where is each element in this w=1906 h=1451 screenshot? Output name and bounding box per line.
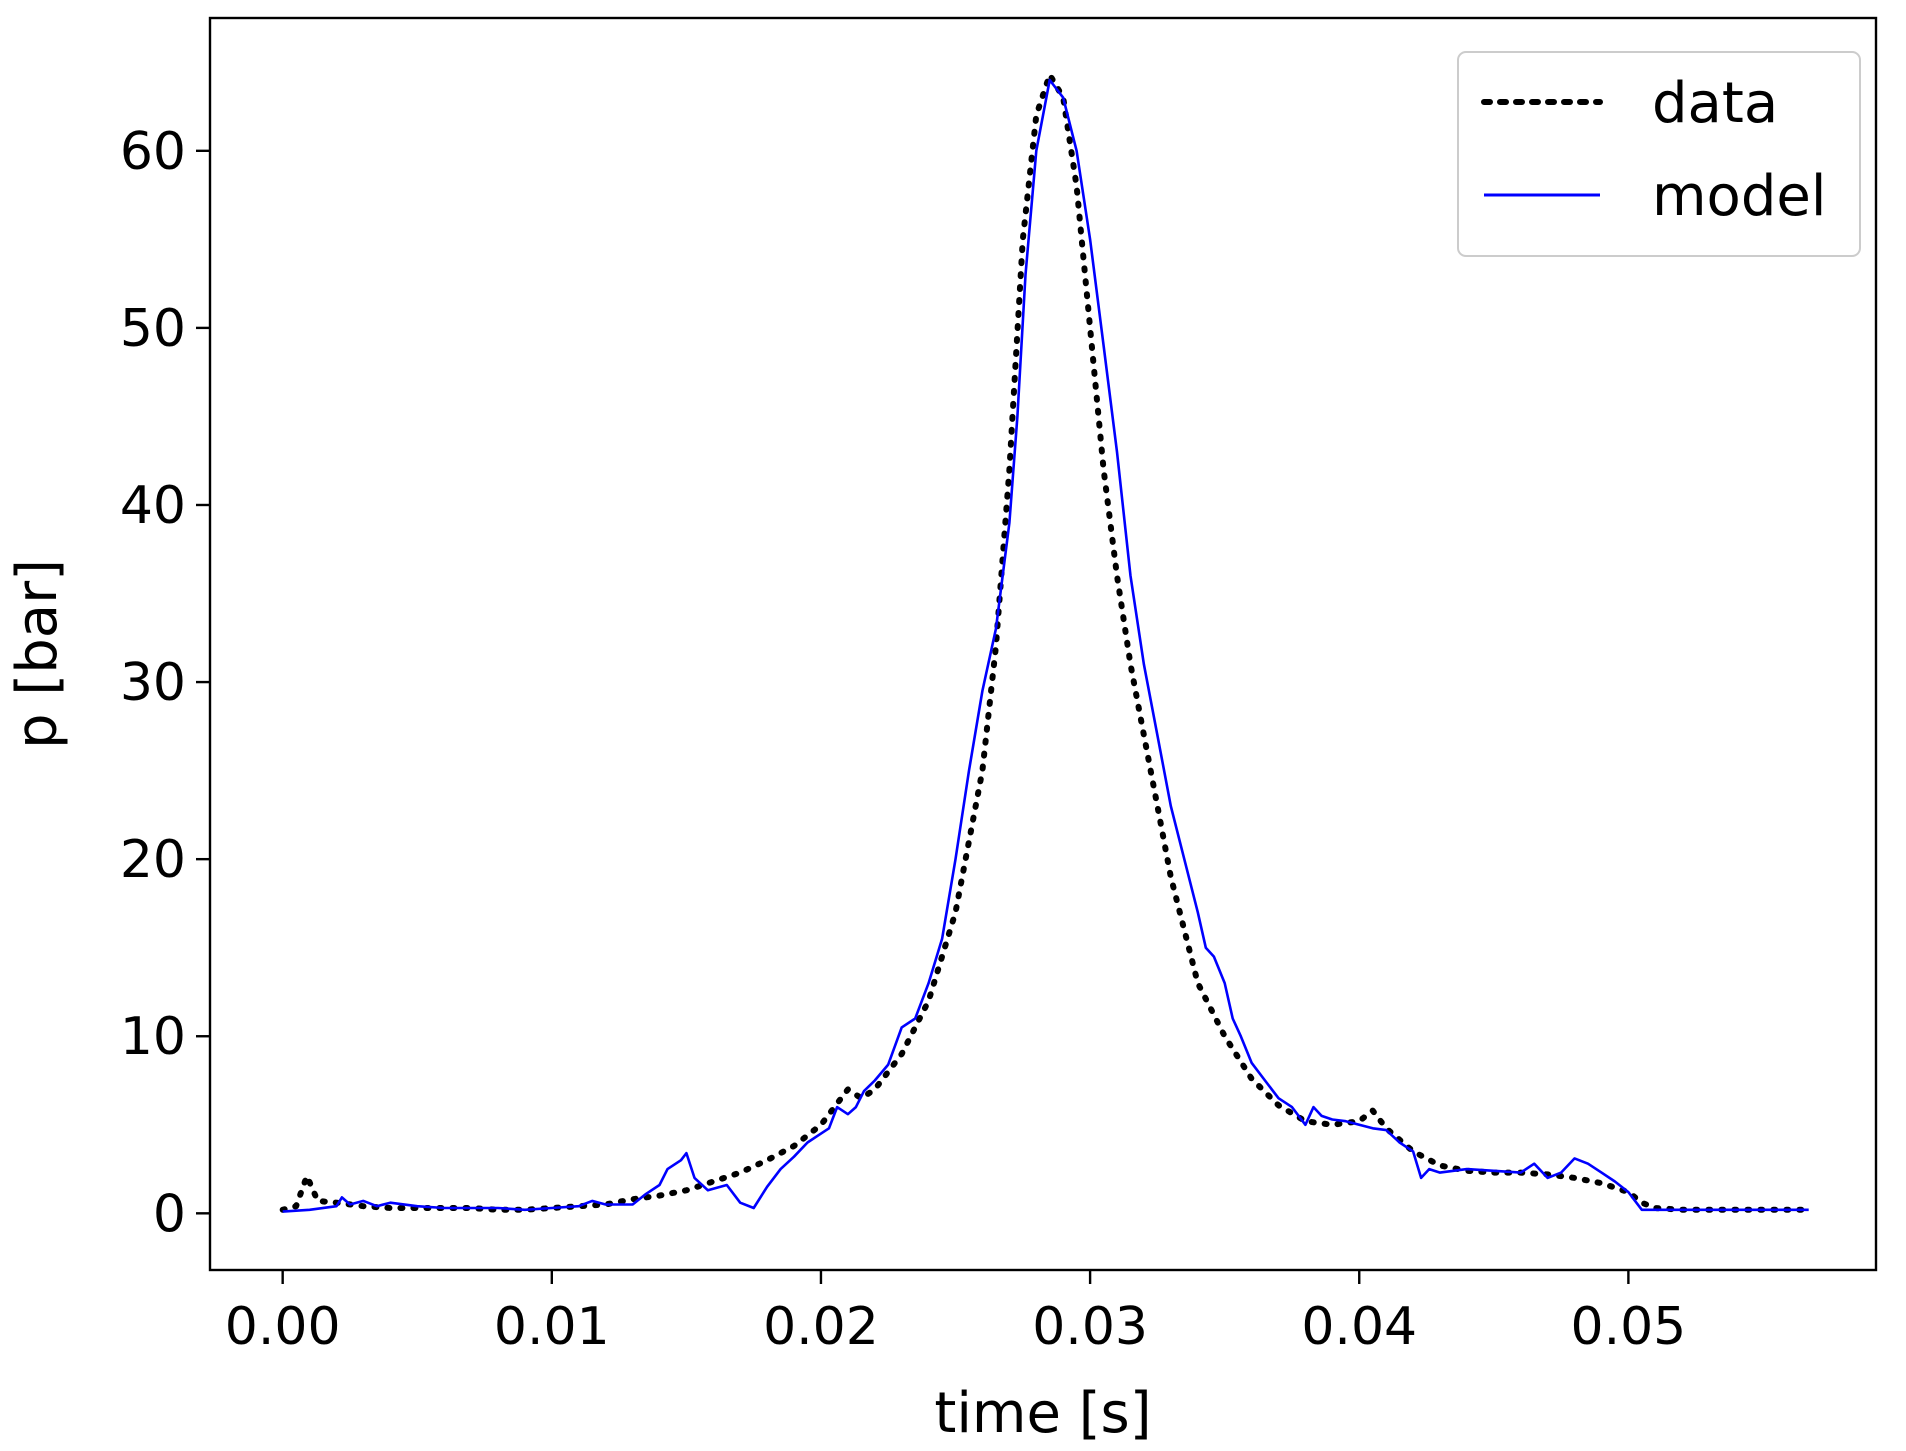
y-tick-label: 20 xyxy=(120,830,186,890)
series-layer xyxy=(279,71,1812,1213)
y-axis-ticks: 0 10 20 30 40 50 60 xyxy=(120,122,210,1244)
legend-label-model: model xyxy=(1652,164,1826,229)
y-tick-label: 30 xyxy=(120,653,186,713)
legend-label-data: data xyxy=(1652,71,1778,136)
y-axis-label: p [bar] xyxy=(5,559,70,749)
y-tick-label: 50 xyxy=(120,299,186,359)
x-axis-ticks: 0.00 0.01 0.02 0.03 0.04 0.05 xyxy=(225,1270,1686,1357)
y-tick-label: 60 xyxy=(120,122,186,182)
series-model-line xyxy=(282,78,1809,1213)
y-tick-label: 0 xyxy=(153,1184,186,1244)
x-tick-label: 0.04 xyxy=(1301,1297,1417,1357)
x-tick-label: 0.03 xyxy=(1032,1297,1148,1357)
legend-box xyxy=(1457,51,1861,257)
legend: data model xyxy=(1457,51,1861,257)
y-tick-label: 10 xyxy=(120,1007,186,1067)
x-tick-label: 0.00 xyxy=(225,1297,341,1357)
x-tick-label: 0.05 xyxy=(1570,1297,1686,1357)
x-tick-label: 0.01 xyxy=(494,1297,610,1357)
plot-frame xyxy=(208,16,1878,1272)
x-axis-label: time [s] xyxy=(934,1381,1151,1446)
x-tick-label: 0.02 xyxy=(763,1297,879,1357)
y-tick-label: 40 xyxy=(120,476,186,536)
